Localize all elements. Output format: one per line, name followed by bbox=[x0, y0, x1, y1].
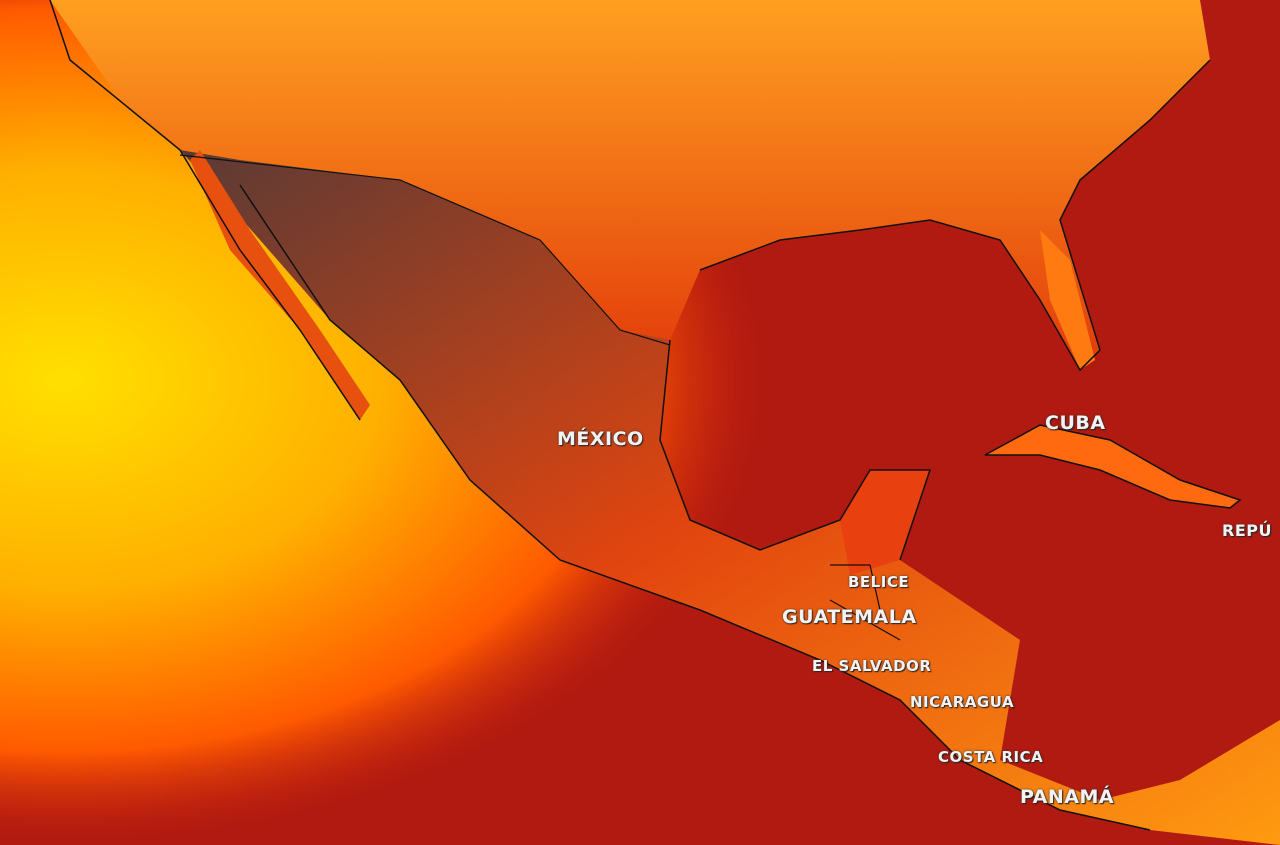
label-cuba: CUBA bbox=[1045, 412, 1106, 434]
usa-landmass bbox=[50, 0, 1210, 370]
label-nicaragua: NICARAGUA bbox=[910, 693, 1015, 711]
country-border bbox=[179, 154, 901, 641]
coastline bbox=[49, 0, 1211, 831]
label-el-salvador: EL SALVADOR bbox=[812, 657, 932, 675]
label-panama: PANAMÁ bbox=[1020, 786, 1115, 808]
yucatan bbox=[840, 470, 930, 575]
label-mexico: MÉXICO bbox=[557, 428, 644, 450]
mexico-landmass bbox=[180, 150, 1280, 845]
baja-california bbox=[190, 150, 370, 420]
label-guatemala: GUATEMALA bbox=[782, 606, 917, 628]
label-republica: REPÚ bbox=[1222, 521, 1272, 540]
label-belice: BELICE bbox=[848, 573, 910, 591]
cuba-island bbox=[984, 424, 1242, 509]
florida bbox=[1040, 230, 1095, 370]
label-costa-rica: COSTA RICA bbox=[938, 748, 1044, 766]
